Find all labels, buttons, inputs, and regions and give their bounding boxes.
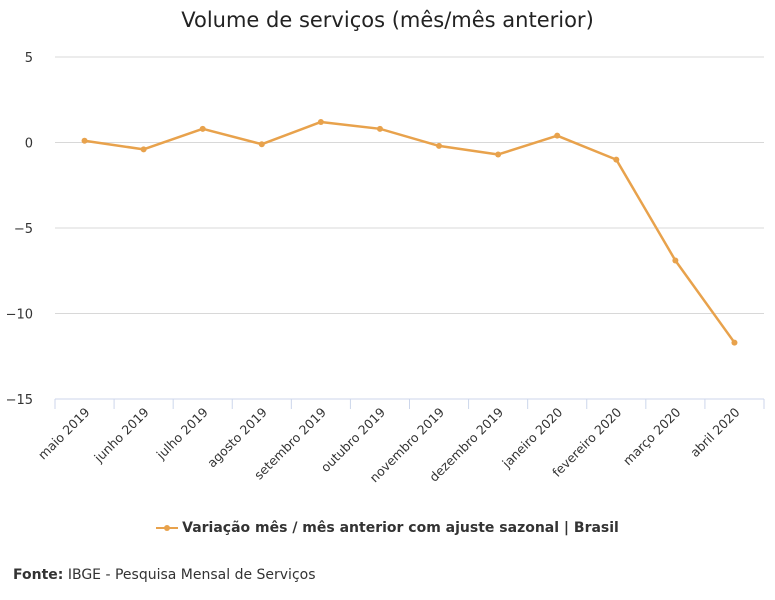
source-label: Fonte:	[13, 567, 64, 583]
data-point	[672, 257, 679, 264]
legend-line-symbol	[156, 523, 179, 533]
legend[interactable]: Variação mês / mês anterior com ajuste s…	[0, 520, 775, 536]
y-tick-label: −15	[6, 393, 33, 408]
data-point	[436, 142, 443, 149]
source-note: Fonte: IBGE - Pesquisa Mensal de Serviço…	[13, 567, 316, 583]
data-point	[554, 132, 561, 139]
data-point	[258, 141, 265, 148]
y-tick-label: 0	[25, 137, 33, 152]
chart-title: Volume de serviços (mês/mês anterior)	[181, 8, 594, 32]
y-tick-label: −5	[14, 222, 33, 237]
data-point	[199, 125, 206, 132]
x-tick-label: abril 2020	[687, 404, 743, 460]
x-tick-label: agosto 2019	[204, 404, 270, 470]
x-tick-label: maio 2019	[35, 404, 93, 462]
legend-label: Variação mês / mês anterior com ajuste s…	[182, 520, 619, 536]
source-text: IBGE - Pesquisa Mensal de Serviços	[67, 567, 316, 583]
data-point	[613, 156, 620, 163]
series-line	[84, 120, 736, 344]
y-tick-label: −10	[6, 308, 33, 323]
data-point	[81, 137, 88, 144]
x-tick-label: julho 2019	[153, 404, 211, 462]
x-tick-label: junho 2019	[90, 404, 151, 465]
x-tick-label: março 2020	[620, 404, 684, 468]
y-tick-label: 5	[25, 51, 33, 66]
data-point	[376, 125, 383, 132]
data-point	[495, 151, 502, 158]
data-point	[317, 118, 324, 125]
x-tick-label: janeiro 2020	[498, 404, 565, 471]
data-point	[731, 339, 738, 346]
data-point	[140, 146, 147, 153]
